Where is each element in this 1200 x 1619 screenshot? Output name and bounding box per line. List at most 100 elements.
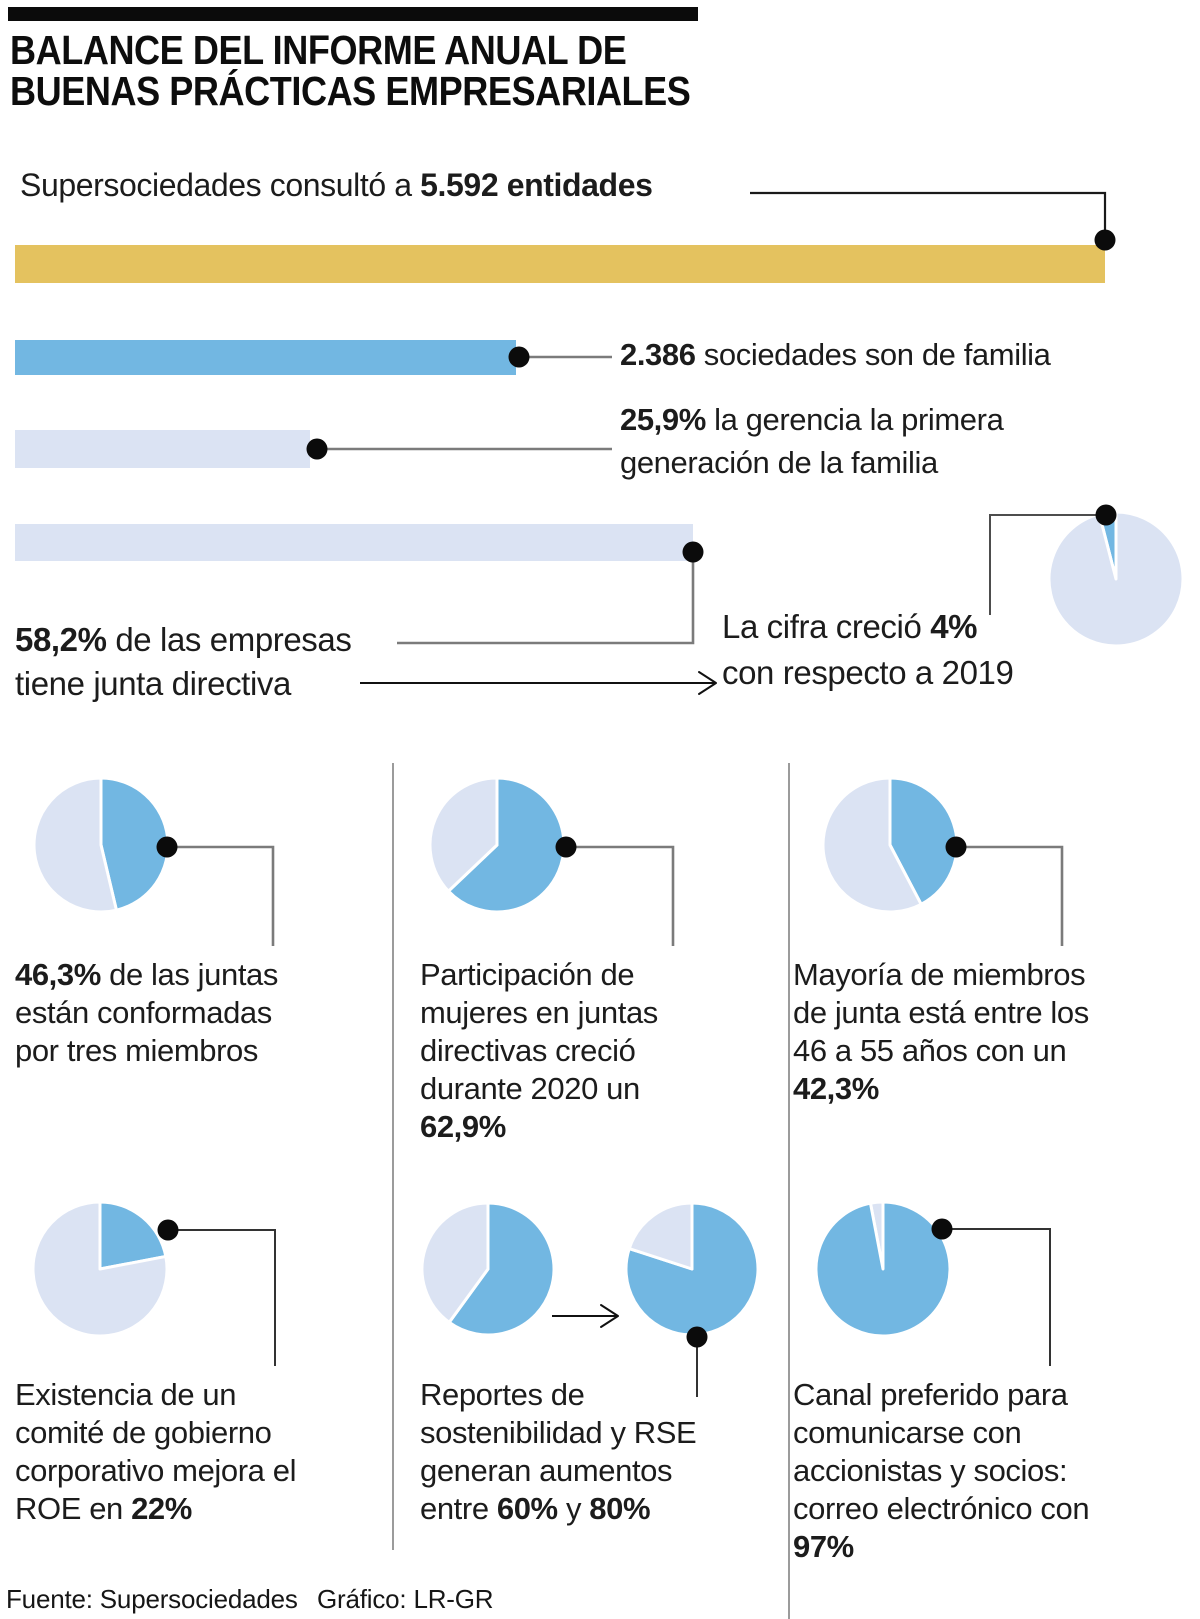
callout-97-dot — [931, 1218, 953, 1240]
label-sociedades-familia: 2.386 sociedades son de familia — [620, 336, 1190, 374]
top-rule — [8, 7, 698, 21]
callout-46-3 — [167, 845, 275, 946]
callout-80-dot — [686, 1326, 708, 1348]
pie-correo-electronico-97pct-slice-1 — [814, 1200, 952, 1338]
text-segment: Supersociedades consultó a — [20, 167, 421, 203]
text-segment: están conformadas — [15, 995, 272, 1030]
text-segment: Mayoría de miembros — [793, 957, 1086, 992]
callout-62-9-dot — [555, 836, 577, 858]
text-segment: 2.386 — [620, 337, 696, 372]
footer-source: Fuente: Supersociedades — [6, 1584, 298, 1614]
callout-62-9 — [566, 845, 675, 946]
label-gerencia-primera-generacion: 25,9% la gerencia la primera generación d… — [620, 398, 1180, 484]
bar-gerencia-primera-generacion — [15, 430, 310, 468]
page-title-line2: BUENAS PRÁCTICAS EMPRESARIALES — [10, 68, 691, 114]
bar-sociedades-de-familia — [15, 340, 516, 375]
text-segment: La cifra creció — [722, 608, 931, 645]
text-segment: ROE en — [15, 1491, 132, 1526]
text-segment: con respecto a 2019 — [722, 654, 1014, 691]
text-segment: sociedades son de familia — [695, 337, 1051, 372]
label-participacion-mujeres: Participación de mujeres en juntas directi… — [420, 956, 780, 1146]
callout-total-dot — [1094, 229, 1116, 251]
callout-junta-dot — [682, 541, 704, 563]
text-segment: accionistas y socios: — [793, 1453, 1068, 1488]
text-segment: de junta está entre los — [793, 995, 1089, 1030]
text-segment: 62,9% — [420, 1109, 506, 1144]
pie-edad-46-55-42-3pct-slice-1 — [821, 776, 923, 914]
pie-mujeres-en-juntas-62-9pct-slice-0 — [446, 776, 566, 914]
callout-22 — [168, 1229, 276, 1366]
label-canal-preferido: Canal preferido para comunicarse con accio… — [793, 1376, 1193, 1566]
text-segment: 5.592 entidades — [420, 167, 653, 203]
text-segment: Reportes de — [420, 1377, 585, 1412]
bar-tienen-junta-directiva — [15, 524, 693, 561]
callout-total — [750, 191, 1107, 236]
text-segment: 25,9% — [620, 402, 706, 437]
label-junta-directiva: 58,2% de las empresas tiene junta directi… — [15, 618, 385, 706]
text-segment: 4% — [930, 608, 978, 645]
text-segment: Participación de — [420, 957, 635, 992]
text-segment: Canal preferido para — [793, 1377, 1068, 1412]
text-segment: 80% — [589, 1491, 651, 1526]
text-segment: 46 a 55 años con un — [793, 1033, 1067, 1068]
text-segment: comunicarse con — [793, 1415, 1022, 1450]
text-segment: durante 2020 un — [420, 1071, 640, 1106]
callout-42-3-dot — [945, 836, 967, 858]
text-segment: por tres miembros — [15, 1033, 258, 1068]
text-segment: corporativo mejora el — [15, 1453, 297, 1488]
text-segment: correo electrónico con — [793, 1491, 1090, 1526]
text-segment: tiene junta directiva — [15, 665, 291, 702]
text-segment: 42,3% — [793, 1071, 879, 1106]
label-cifra-crecio: La cifra creció 4% con respecto a 2019 — [722, 604, 1092, 696]
pie-crecimiento-4pct-slice-1 — [1047, 510, 1185, 648]
pie-juntas-tres-miembros-46-3pct-slice-1 — [32, 776, 118, 914]
pie-edad-46-55-42-3pct-slice-0 — [888, 776, 959, 906]
text-segment: entre — [420, 1491, 497, 1526]
text-segment: comité de gobierno — [15, 1415, 272, 1450]
pie-comite-gobierno-22pct-slice-1 — [31, 1200, 169, 1338]
text-segment: la gerencia la primera — [705, 402, 1004, 437]
callout-97 — [942, 1228, 1051, 1366]
pie-comite-gobierno-22pct-slice-0 — [98, 1200, 168, 1271]
label-comite-gobierno-roe: Existencia de un comité de gobierno corpor… — [15, 1376, 385, 1528]
callout-46-3-dot — [156, 836, 178, 858]
label-edad-miembros-junta: Mayoría de miembros de junta está entre l… — [793, 956, 1193, 1108]
label-reportes-sostenibilidad: Reportes de sostenibilidad y RSE generan a… — [420, 1376, 785, 1528]
page-title: BALANCE DEL INFORME ANUAL DE BUENAS PRÁC… — [10, 27, 691, 114]
callout-pie-4pct-dot — [1095, 504, 1117, 526]
text-segment: 60% — [496, 1491, 558, 1526]
text-segment: 97% — [793, 1529, 854, 1564]
footer-credit: Gráfico: LR-GR — [317, 1584, 494, 1614]
text-segment: generación de la familia — [620, 445, 938, 480]
text-segment: directivas creció — [420, 1033, 636, 1068]
callout-familia-dot — [508, 346, 530, 368]
text-segment: sostenibilidad y RSE — [420, 1415, 697, 1450]
pie-mujeres-en-juntas-62-9pct-slice-1 — [428, 776, 499, 893]
bar-total-entidades — [15, 245, 1105, 283]
text-segment: generan aumentos — [420, 1453, 673, 1488]
text-segment: de las juntas — [100, 957, 278, 992]
callout-42-3 — [956, 845, 1064, 946]
label-juntas-tres-miembros: 46,3% de las juntas están conformadas por … — [15, 956, 385, 1070]
text-segment: mujeres en juntas — [420, 995, 658, 1030]
pie-reportes-60pct-slice-1 — [420, 1201, 490, 1324]
text-segment: y — [557, 1491, 590, 1526]
arrow-cifra-head — [698, 671, 717, 695]
callout-pie-4pct — [989, 514, 1106, 615]
pie-reportes-80pct-slice-1 — [627, 1201, 694, 1271]
page-title-line1: BALANCE DEL INFORME ANUAL DE — [10, 27, 627, 73]
callout-gerencia-dot — [306, 438, 328, 460]
callout-22-dot — [157, 1219, 179, 1241]
callout-junta — [397, 556, 695, 645]
text-segment: Existencia de un — [15, 1377, 237, 1412]
subtitle-total-entities: Supersociedades consultó a 5.592 entidad… — [20, 165, 653, 205]
arrow-reportes-head — [600, 1304, 619, 1328]
text-segment: de las empresas — [106, 621, 352, 658]
text-segment: 58,2% — [15, 621, 107, 658]
text-segment: 46,3% — [15, 957, 101, 992]
pie-reportes-80pct-slice-0 — [624, 1201, 760, 1337]
pie-reportes-60pct-slice-0 — [447, 1201, 556, 1337]
text-segment: 22% — [131, 1491, 192, 1526]
